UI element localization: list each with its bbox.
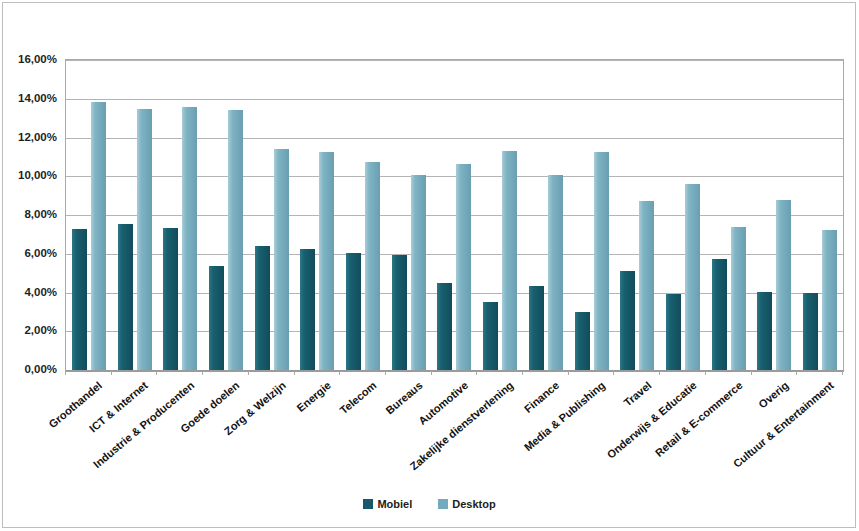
bar-group-5 <box>295 60 341 370</box>
x-label-6: Telecom <box>338 379 379 416</box>
x-tick-17 <box>842 371 843 375</box>
bar-mobiel-14 <box>712 259 727 370</box>
bar-mobiel-8 <box>437 283 452 370</box>
bar-mobiel-3 <box>209 266 224 370</box>
bar-mobiel-0 <box>72 229 87 370</box>
y-axis-labels: 0,00%2,00%4,00%6,00%8,00%10,00%12,00%14,… <box>0 59 57 369</box>
bar-mobiel-12 <box>620 271 635 370</box>
bar-desktop-7 <box>411 175 426 370</box>
bar-desktop-2 <box>182 107 197 370</box>
y-tick-label-4: 8,00% <box>0 207 57 221</box>
x-label-12: Travel <box>621 379 653 409</box>
y-tick-label-1: 2,00% <box>0 323 57 337</box>
bar-desktop-6 <box>365 162 380 370</box>
bar-mobiel-6 <box>346 253 361 370</box>
bar-desktop-13 <box>685 184 700 370</box>
bar-group-7 <box>386 60 432 370</box>
x-label-14: Retail & E-commerce <box>652 379 744 459</box>
bar-desktop-1 <box>137 109 152 370</box>
x-label-7: Bureaus <box>383 379 424 416</box>
y-tick-label-5: 10,00% <box>0 168 57 182</box>
bar-mobiel-9 <box>483 302 498 370</box>
bars-layer <box>66 60 843 370</box>
legend-label-mobiel: Mobiel <box>377 498 412 510</box>
y-tick-label-8: 16,00% <box>0 52 57 66</box>
bar-group-9 <box>477 60 523 370</box>
bar-mobiel-11 <box>575 312 590 370</box>
bar-group-3 <box>203 60 249 370</box>
y-tick-label-6: 12,00% <box>0 130 57 144</box>
bar-mobiel-4 <box>255 246 270 370</box>
bar-desktop-5 <box>319 152 334 370</box>
bar-group-16 <box>797 60 843 370</box>
legend-label-desktop: Desktop <box>452 498 495 510</box>
legend: Mobiel Desktop <box>0 498 859 510</box>
bar-group-13 <box>660 60 706 370</box>
plot-area <box>65 59 844 372</box>
bar-mobiel-7 <box>392 255 407 370</box>
x-label-5: Energie <box>294 379 333 414</box>
x-label-15: Overig <box>756 379 790 411</box>
bar-group-8 <box>432 60 478 370</box>
legend-item-mobiel: Mobiel <box>363 498 412 510</box>
bar-mobiel-2 <box>163 228 178 370</box>
bar-mobiel-10 <box>529 286 544 370</box>
bar-desktop-12 <box>639 201 654 370</box>
chart-canvas: 0,00% 2,00% 4,00% 6,00% 8,00% 10,00% 12,00% 14,… <box>0 0 859 531</box>
bar-group-11 <box>569 60 615 370</box>
bar-desktop-14 <box>731 227 746 370</box>
y-tick-label-3: 6,00% <box>0 246 57 260</box>
bar-group-1 <box>112 60 158 370</box>
x-axis-labels: GroothandelICT & InternetIndustrie & Pro… <box>65 373 842 485</box>
bar-desktop-16 <box>822 230 837 370</box>
bar-mobiel-16 <box>803 293 818 370</box>
legend-item-desktop: Desktop <box>438 498 495 510</box>
bar-desktop-11 <box>594 152 609 370</box>
bar-desktop-0 <box>91 102 106 370</box>
bar-mobiel-5 <box>300 249 315 370</box>
bar-group-2 <box>157 60 203 370</box>
bar-desktop-9 <box>502 151 517 370</box>
x-label-13: Onderwijs & Educatie <box>604 379 698 461</box>
legend-swatch-desktop-icon <box>438 499 448 509</box>
legend-swatch-mobiel-icon <box>363 499 373 509</box>
x-label-11: Media & Publishing <box>522 379 607 453</box>
bar-desktop-15 <box>776 200 791 371</box>
bar-group-15 <box>752 60 798 370</box>
bar-group-10 <box>523 60 569 370</box>
bar-mobiel-13 <box>666 294 681 370</box>
y-tick-label-7: 14,00% <box>0 91 57 105</box>
bar-group-0 <box>66 60 112 370</box>
bar-desktop-3 <box>228 110 243 370</box>
bar-desktop-4 <box>274 149 289 370</box>
bar-group-6 <box>340 60 386 370</box>
x-label-10: Finance <box>522 379 562 415</box>
bar-group-4 <box>249 60 295 370</box>
bar-mobiel-1 <box>118 224 133 370</box>
bar-mobiel-15 <box>757 292 772 370</box>
y-tick-label-2: 4,00% <box>0 285 57 299</box>
bar-group-14 <box>706 60 752 370</box>
bar-desktop-8 <box>456 164 471 370</box>
bar-desktop-10 <box>548 175 563 370</box>
bar-group-12 <box>614 60 660 370</box>
y-tick-label-0: 0,00% <box>0 362 57 376</box>
